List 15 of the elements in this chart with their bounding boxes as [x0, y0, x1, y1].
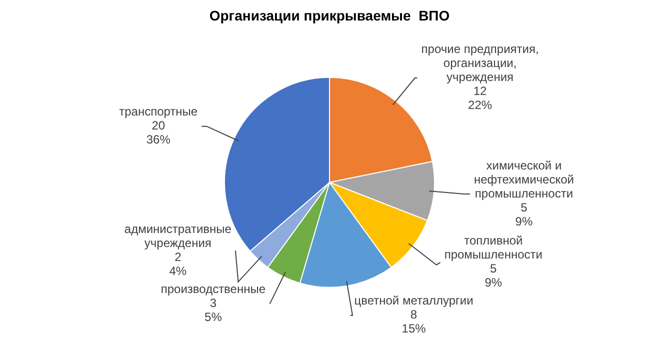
slice-label: транспортные	[119, 104, 198, 119]
slice-label: прочие предприятия, организации, учреждения	[421, 42, 539, 84]
data-label: 2 4%	[169, 250, 187, 278]
slice-label: химической и нефтехимической промышленности	[474, 158, 574, 200]
data-label: 8 15%	[402, 308, 426, 336]
chart-title: Организации прикрываемые ВПО	[209, 7, 450, 24]
data-label: 12 22%	[468, 84, 492, 112]
data-label: 5 9%	[484, 262, 502, 290]
slice-label: цветной металлургии	[354, 294, 474, 308]
slice-label: топливной промышленности	[444, 234, 542, 262]
data-label: 5 9%	[515, 200, 533, 228]
slice-label: административные учреждения	[124, 222, 232, 250]
slice-label: производственные	[160, 282, 266, 296]
data-label: 20 36%	[146, 118, 171, 147]
data-label: 3 5%	[204, 296, 222, 324]
